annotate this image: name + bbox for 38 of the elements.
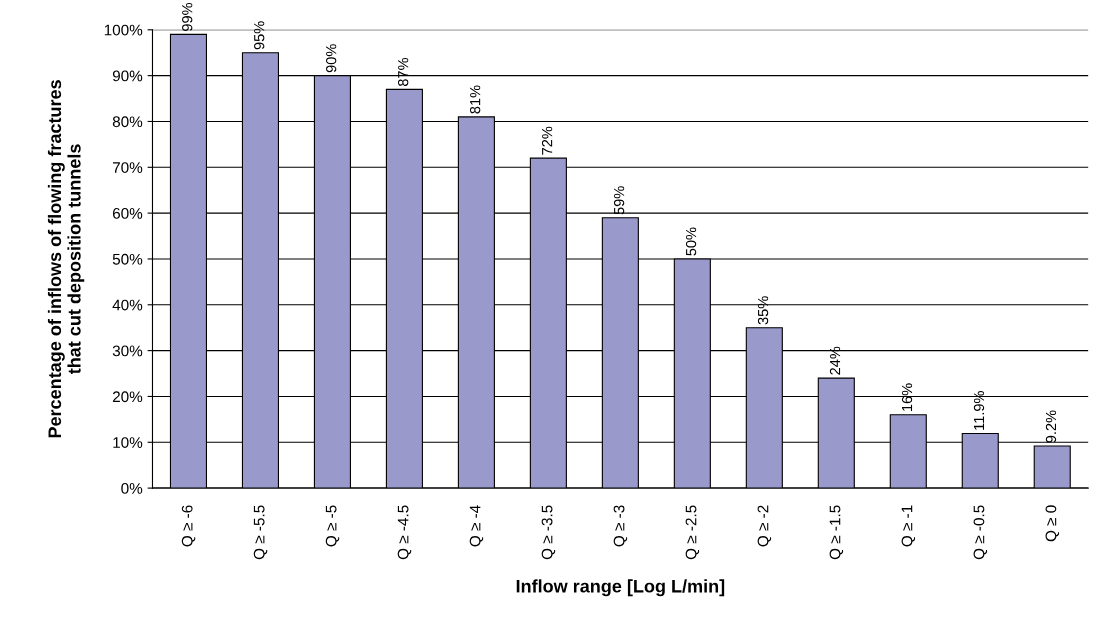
- data-label: 9.2%: [1045, 410, 1057, 443]
- data-label: 81%: [469, 85, 481, 114]
- y-tick-label: 80%: [112, 116, 143, 128]
- data-label: 16%: [901, 383, 913, 411]
- y-tick-label: 10%: [113, 437, 143, 448]
- y-tick-label: 20%: [112, 391, 143, 403]
- y-tick-label: 40%: [112, 299, 143, 311]
- x-axis-title: Inflow range [Log L/min]: [516, 579, 725, 597]
- data-label: 95%: [254, 21, 265, 50]
- x-tick-label: Q ≥ -3: [613, 505, 628, 547]
- data-label: 11.9%: [973, 391, 985, 430]
- x-tick-label: Q ≥ -2.5: [685, 505, 700, 560]
- x-tick-label: Q ≥ -4.5: [397, 505, 412, 560]
- x-tick-label: Q ≥ -3.5: [541, 505, 556, 560]
- x-tick-label: Q ≥ -1.5: [829, 505, 844, 560]
- y-tick-label: 70%: [112, 162, 143, 173]
- y-axis-title: Percentage of inflows of flowing fractures that cut deposition tunnels: [47, 80, 85, 438]
- y-tick-label: 50%: [112, 253, 143, 265]
- y-tick-label: 0%: [121, 482, 143, 494]
- x-tick-label: Q ≥ -5: [325, 505, 340, 547]
- data-label: 87%: [398, 57, 409, 86]
- data-label: 59%: [613, 186, 625, 215]
- x-tick-label: Q ≥ -2: [757, 505, 772, 547]
- y-tick-label: 60%: [112, 207, 143, 219]
- data-label: 99%: [182, 2, 193, 31]
- x-tick-label: Q ≥ -6: [181, 505, 196, 547]
- x-tick-label: Q ≥ -0.5: [973, 505, 988, 560]
- x-tick-label: Q ≥ -5.5: [253, 505, 268, 560]
- y-tick-label: 30%: [112, 345, 143, 357]
- data-label: 35%: [757, 296, 769, 325]
- data-label: 50%: [685, 227, 697, 256]
- x-tick-label: Q ≥ -1: [901, 505, 916, 547]
- x-tick-label: Q ≥ 0: [1045, 505, 1060, 542]
- data-label: 90%: [326, 44, 337, 73]
- x-tick-label: Q ≥ -4: [469, 505, 484, 547]
- data-label: 72%: [541, 126, 553, 155]
- y-tick-label: 90%: [112, 70, 143, 82]
- y-tick-label: 100%: [104, 24, 143, 36]
